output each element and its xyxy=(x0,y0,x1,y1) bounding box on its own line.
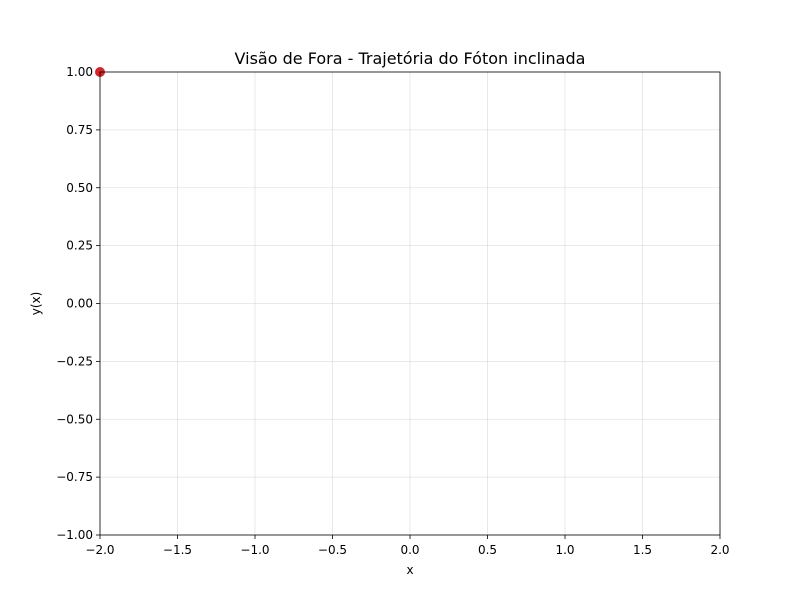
x-tick-label: 0.0 xyxy=(400,543,419,557)
y-tick-label: 0.00 xyxy=(66,297,93,311)
x-tick-label: 2.0 xyxy=(710,543,729,557)
y-axis-label: y(x) xyxy=(29,292,43,316)
axes-frame xyxy=(99,71,721,536)
x-tick-label: 1.0 xyxy=(555,543,574,557)
y-tick-label: 0.25 xyxy=(66,239,93,253)
x-tick-label: −0.5 xyxy=(318,543,347,557)
y-tick-label: 0.75 xyxy=(66,123,93,137)
x-tick-label: 1.5 xyxy=(633,543,652,557)
x-tick-label: 0.5 xyxy=(478,543,497,557)
x-tick-label: −1.5 xyxy=(163,543,192,557)
x-tick-label: −2.0 xyxy=(85,543,114,557)
y-tick-label: −1.00 xyxy=(56,528,93,542)
plot-area-background xyxy=(100,72,720,535)
y-tick-label: −0.50 xyxy=(56,412,93,426)
x-axis-label: x xyxy=(406,563,413,577)
y-tick-label: −0.25 xyxy=(56,354,93,368)
y-tick-label: 1.00 xyxy=(66,65,93,79)
y-tick-label: −0.75 xyxy=(56,470,93,484)
chart-title: Visão de Fora - Trajetória do Fóton incl… xyxy=(235,49,586,68)
x-tick-label: −1.0 xyxy=(240,543,269,557)
grid-lines xyxy=(99,71,721,536)
axis-ticks: −2.0 −1.5 −1.0 −0.5 0.0 0.5 1.0 1.5 2.0 −1.00 −0.7… xyxy=(56,65,729,557)
y-tick-label: 0.50 xyxy=(66,181,93,195)
